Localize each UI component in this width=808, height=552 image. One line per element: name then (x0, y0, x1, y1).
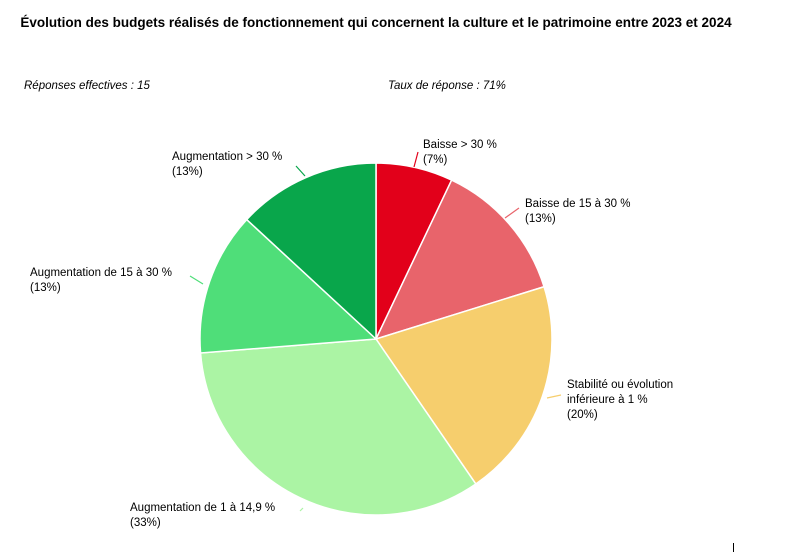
leader-line-3 (546, 394, 562, 399)
leader-line-5 (189, 275, 204, 285)
pie-slice-6 (245, 162, 377, 341)
responses-count: Réponses effectives : 15 (24, 80, 150, 92)
pie-slice-5 (199, 218, 378, 354)
leader-line-1 (413, 151, 419, 168)
leader-line-2 (504, 207, 520, 219)
slice-label-2: Baisse de 15 à 30 % (13%) (525, 198, 631, 225)
slice-label-3: Stabilité ou évolution inférieure à 1 % (2… (567, 379, 673, 421)
response-rate: Taux de réponse : 71% (388, 80, 506, 92)
leader-line-4 (299, 507, 304, 512)
slice-label-6: Augmentation > 30 % (13%) (172, 151, 282, 178)
slice-label-1: Baisse > 30 % (7%) (423, 139, 497, 166)
chart-title: Évolution des budgets réalisés de foncti… (20, 15, 732, 30)
slice-label-5: Augmentation de 15 à 30 % (13%) (30, 267, 172, 294)
pie-slice-3 (374, 285, 553, 486)
pie-slice-4 (199, 338, 477, 516)
slice-label-4: Augmentation de 1 à 14,9 % (33%) (130, 502, 275, 529)
leader-line-6 (295, 165, 306, 177)
edge-mark (733, 543, 734, 552)
